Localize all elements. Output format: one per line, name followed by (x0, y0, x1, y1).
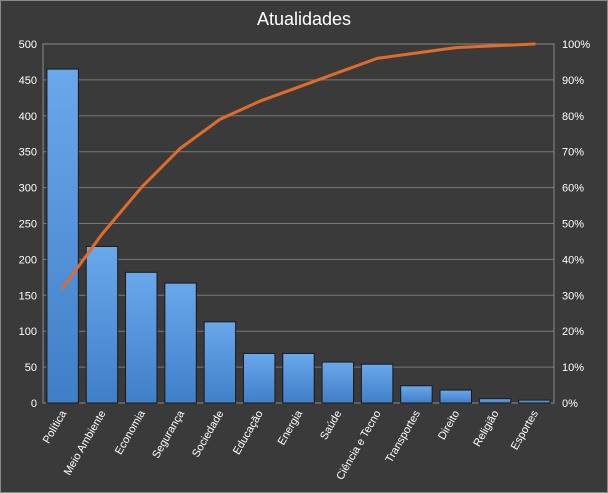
y-right-tick-label: 100% (562, 39, 590, 51)
bar (46, 68, 79, 404)
y-left-tick-label: 500 (19, 39, 37, 51)
bar (282, 352, 315, 404)
bar (85, 245, 119, 404)
y-left-tick-label: 150 (19, 290, 37, 302)
y-right-tick-label: 0% (562, 398, 578, 410)
bar (321, 361, 355, 404)
x-tick-label: Economia (113, 408, 148, 457)
y-right-tick-label: 90% (562, 75, 584, 87)
x-tick-label: Esportes (509, 408, 541, 452)
bar (478, 398, 512, 404)
x-tick-label: Segurança (150, 408, 187, 461)
y-left-tick-label: 350 (19, 147, 37, 159)
x-tick-label: Política (41, 408, 70, 446)
x-tick-label: Meio Ambiente (62, 409, 109, 478)
bar (360, 363, 394, 404)
y-right-tick-label: 30% (562, 290, 584, 302)
x-tick-label: Saúde (318, 409, 344, 443)
x-tick-label: Energia (276, 408, 306, 448)
y-left-tick-label: 450 (19, 75, 37, 87)
y-left-tick-label: 50 (25, 362, 37, 374)
x-tick-label: Transportes (383, 408, 423, 465)
bar (439, 389, 472, 404)
y-left-tick-label: 0 (31, 398, 37, 410)
y-right-tick-label: 70% (562, 147, 584, 159)
x-tick-label: Religião (471, 409, 501, 449)
bar (125, 271, 158, 404)
bar (203, 321, 237, 404)
x-tick-label: Direito (436, 409, 462, 443)
bar (242, 352, 276, 404)
y-left-tick-label: 300 (19, 183, 37, 195)
y-left-tick-label: 250 (19, 219, 37, 231)
chart-title: Atualidades (256, 9, 352, 29)
bar (518, 399, 551, 404)
y-left-tick-label: 200 (19, 254, 37, 266)
y-right-tick-label: 20% (562, 326, 584, 338)
x-tick-label: Sociedade (190, 409, 226, 460)
y-left-tick-label: 400 (19, 111, 37, 123)
x-tick-label: Educação (231, 409, 266, 457)
cumulative-line (61, 42, 536, 290)
y-right-tick-label: 10% (562, 362, 584, 374)
x-tick-label: Ciência e Tecno (334, 409, 383, 483)
bar (400, 385, 433, 404)
y-left-tick-label: 100 (19, 326, 37, 338)
y-right-tick-label: 80% (562, 111, 584, 123)
bar (164, 282, 197, 404)
y-right-tick-label: 50% (562, 219, 584, 231)
y-right-tick-label: 40% (562, 254, 584, 266)
y-right-tick-label: 60% (562, 183, 584, 195)
